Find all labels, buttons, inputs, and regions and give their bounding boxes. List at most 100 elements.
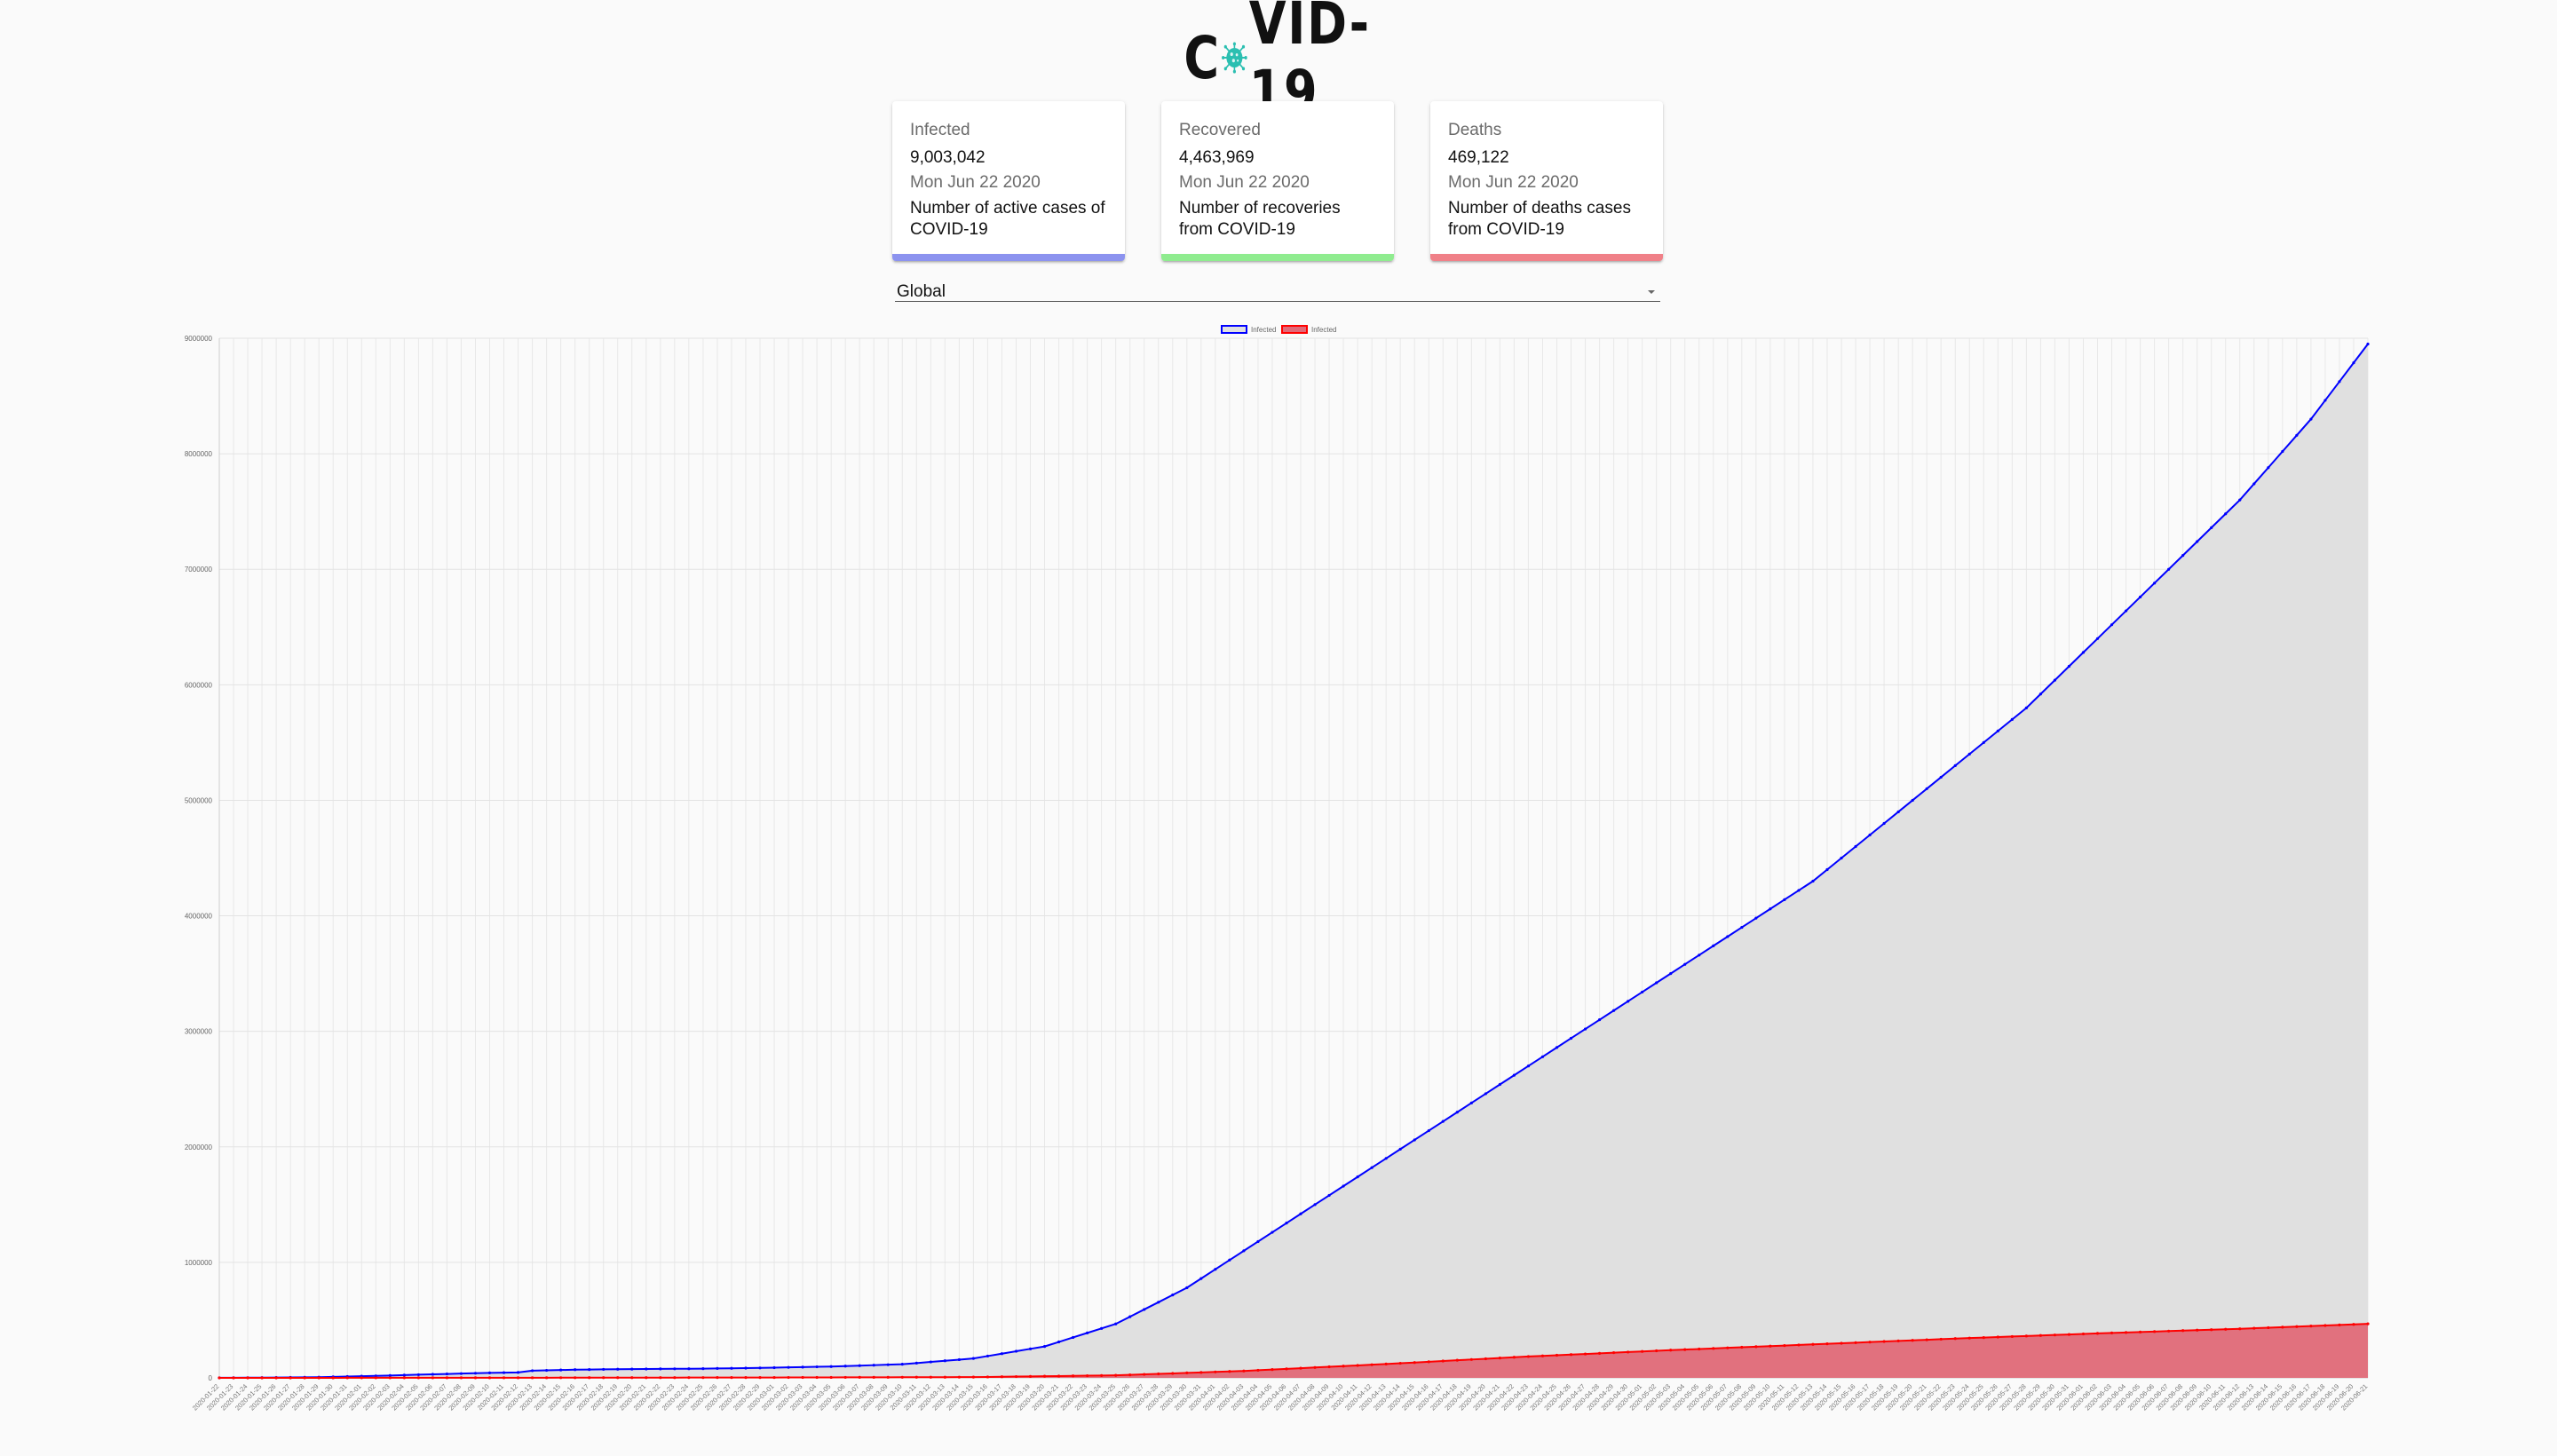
- data-point: [1797, 889, 1801, 892]
- data-point: [1455, 1111, 1459, 1114]
- data-point: [2295, 1325, 2299, 1328]
- data-point: [829, 1375, 833, 1380]
- data-point: [1370, 1363, 1373, 1366]
- data-point: [843, 1365, 847, 1368]
- data-point: [2309, 1324, 2313, 1328]
- data-point: [872, 1375, 875, 1379]
- country-select-value: Global: [897, 282, 946, 301]
- y-tick-label: 6000000: [185, 681, 213, 689]
- data-point: [900, 1375, 904, 1379]
- data-point: [772, 1365, 776, 1370]
- data-point: [1896, 810, 1900, 814]
- data-point: [2210, 526, 2213, 529]
- data-point: [602, 1376, 606, 1380]
- data-point: [1726, 1346, 1730, 1349]
- data-point: [2038, 1333, 2042, 1337]
- data-point: [943, 1359, 946, 1363]
- data-point: [1214, 1268, 1217, 1271]
- legend-label: Infected: [1251, 326, 1276, 334]
- data-point: [445, 1376, 449, 1380]
- data-point: [1683, 962, 1687, 966]
- data-point: [943, 1375, 946, 1379]
- data-point: [289, 1376, 292, 1380]
- country-select[interactable]: Global: [895, 282, 1660, 302]
- data-point: [2281, 1325, 2284, 1329]
- data-point: [616, 1376, 620, 1380]
- data-point: [1028, 1347, 1033, 1350]
- covid-line-chart: 0 1000000 2000000 3000000 4000000 5000000 6000…: [185, 325, 2370, 1412]
- data-point: [744, 1366, 748, 1370]
- data-point: [1356, 1364, 1359, 1367]
- data-point: [1939, 1337, 1943, 1341]
- data-point: [1526, 1064, 1531, 1068]
- data-point: [1925, 1338, 1928, 1341]
- data-point: [317, 1376, 321, 1380]
- card-value: 9,003,042: [910, 148, 986, 167]
- data-point: [1114, 1373, 1118, 1377]
- data-point: [1996, 729, 1999, 732]
- data-point: [1256, 1239, 1260, 1244]
- data-point: [815, 1365, 819, 1369]
- data-point: [1157, 1372, 1160, 1376]
- card-date: Mon Jun 22 2020: [1448, 173, 1579, 192]
- data-point: [1583, 1352, 1587, 1356]
- data-point: [1185, 1371, 1189, 1374]
- data-point: [1199, 1277, 1203, 1280]
- data-point: [2110, 623, 2114, 627]
- data-point: [431, 1373, 434, 1376]
- data-point: [701, 1366, 705, 1371]
- data-point: [1996, 1335, 1999, 1339]
- data-point: [1128, 1315, 1132, 1318]
- data-point: [1086, 1331, 1089, 1334]
- data-point: [2267, 1325, 2270, 1330]
- data-point: [545, 1376, 549, 1380]
- data-point: [1569, 1036, 1573, 1041]
- data-point: [1569, 1353, 1573, 1357]
- data-point: [787, 1375, 790, 1380]
- data-point: [1740, 925, 1744, 930]
- data-point: [530, 1369, 534, 1373]
- data-point: [843, 1375, 847, 1380]
- data-point: [2196, 540, 2199, 543]
- y-tick-label: 5000000: [185, 796, 213, 804]
- data-point: [1526, 1355, 1531, 1358]
- data-point: [829, 1365, 833, 1368]
- data-point: [1825, 1342, 1829, 1346]
- data-point: [2238, 1327, 2242, 1331]
- data-point: [1967, 1336, 1971, 1340]
- data-point: [232, 1376, 235, 1380]
- data-point: [659, 1367, 662, 1371]
- data-point: [744, 1376, 748, 1380]
- y-tick-label: 9000000: [185, 335, 213, 343]
- data-point: [630, 1367, 634, 1371]
- infected-card: Infected 9,003,042 Mon Jun 22 2020 Numbe…: [892, 101, 1125, 261]
- data-point: [2024, 1334, 2028, 1338]
- data-point: [1597, 1351, 1602, 1355]
- deaths-card: Deaths 469,122 Mon Jun 22 2020 Number of…: [1430, 101, 1663, 261]
- data-point: [2138, 595, 2142, 599]
- data-point: [957, 1357, 961, 1362]
- card-description: Number of active cases of COVID-19: [910, 199, 1105, 239]
- legend-swatch: [1281, 325, 1308, 334]
- data-point: [1840, 1341, 1843, 1345]
- data-point: [1712, 944, 1715, 947]
- data-point: [559, 1376, 563, 1380]
- data-point: [645, 1367, 648, 1371]
- card-value: 469,122: [1448, 148, 1509, 167]
- data-point: [1370, 1166, 1373, 1169]
- data-point: [1698, 1347, 1701, 1351]
- data-point: [2366, 342, 2370, 346]
- data-point: [2038, 692, 2042, 696]
- data-point: [1014, 1349, 1018, 1353]
- data-point: [1797, 1343, 1801, 1347]
- data-point: [872, 1364, 875, 1367]
- covid-19-logo: C VID-19: [1184, 0, 1373, 126]
- card-title: Deaths: [1448, 121, 1502, 139]
- card-title: Recovered: [1179, 121, 1261, 139]
- data-point: [588, 1376, 591, 1380]
- data-point: [2196, 1328, 2199, 1332]
- data-point: [2110, 1331, 2114, 1334]
- data-point: [1228, 1370, 1231, 1373]
- data-point: [1669, 1349, 1673, 1352]
- data-point: [701, 1376, 705, 1380]
